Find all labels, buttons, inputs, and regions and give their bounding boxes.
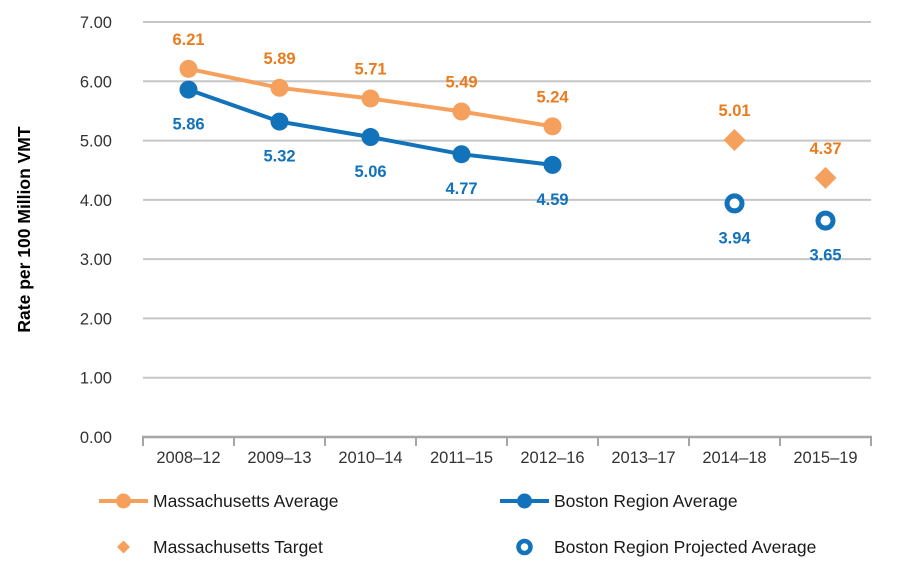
data-point-marker <box>179 59 198 78</box>
data-point-label: 4.77 <box>445 180 477 198</box>
x-tick-label: 2009–13 <box>247 449 311 467</box>
line-circle-marker-icon <box>97 490 150 512</box>
data-point-label: 5.01 <box>718 102 750 120</box>
data-point-label: 5.89 <box>263 50 295 68</box>
data-point-marker <box>361 89 380 108</box>
data-point-marker <box>361 128 380 147</box>
series-massachusetts-average: 6.21 5.89 5.71 5.49 5.24 <box>172 31 569 136</box>
legend-label: Boston Region Average <box>554 490 738 511</box>
legend-open-circle-icon <box>516 538 533 556</box>
y-tick-label: 5.00 <box>80 133 112 151</box>
data-point-marker <box>815 210 836 231</box>
data-point-marker <box>724 193 745 214</box>
data-point-marker <box>270 112 289 131</box>
data-point-marker <box>179 80 198 99</box>
legend-dot-icon <box>116 493 131 509</box>
y-tick-label: 2.00 <box>80 310 112 328</box>
legend-label: Massachusetts Target <box>153 536 323 557</box>
legend-item-massachusetts-average: Massachusetts Average <box>97 488 338 514</box>
data-point-marker <box>270 78 289 97</box>
data-point-label: 5.71 <box>354 60 386 78</box>
y-tick-label: 3.00 <box>80 251 112 269</box>
data-point-marker <box>452 102 471 121</box>
y-tick-label: 7.00 <box>80 14 112 32</box>
series-boston-region-projected-average: 3.94 3.65 <box>718 193 842 265</box>
series-boston-region-average: 5.86 5.32 5.06 4.77 4.59 <box>172 80 569 209</box>
data-point-label: 4.37 <box>809 140 841 158</box>
y-tick-label: 4.00 <box>80 192 112 210</box>
y-tick-label: 6.00 <box>80 73 112 91</box>
legend-dot-icon <box>517 493 532 509</box>
data-point-marker <box>452 145 471 164</box>
x-tick-label: 2015–19 <box>793 449 857 467</box>
x-tick-label: 2014–18 <box>702 449 766 467</box>
line-circle-marker-icon <box>498 490 551 512</box>
data-point-label: 5.49 <box>445 74 477 92</box>
data-point-marker <box>543 117 562 136</box>
data-point-label: 4.59 <box>536 191 568 209</box>
y-axis-title: Rate per 100 Million VMT <box>14 126 34 332</box>
data-point-label: 5.06 <box>354 163 386 181</box>
legend-item-boston-region-projected-average: Boston Region Projected Average <box>498 534 816 560</box>
data-point-label: 3.65 <box>809 247 841 265</box>
legend-label: Boston Region Projected Average <box>554 536 817 557</box>
legend-item-boston-region-average: Boston Region Average <box>498 488 738 514</box>
data-point-marker <box>814 166 837 189</box>
y-tick-label: 1.00 <box>80 370 112 388</box>
data-point-marker <box>543 155 562 174</box>
legend-diamond-icon <box>117 540 130 554</box>
x-axis-tick-labels: 2008–12 2009–13 2010–14 2011–15 2012–16 2013–… <box>156 449 857 467</box>
data-point-label: 5.24 <box>536 88 569 106</box>
legend-label: Massachusetts Average <box>153 490 339 511</box>
y-tick-label: 0.00 <box>80 429 112 447</box>
diamond-marker-icon <box>97 536 150 558</box>
series-massachusetts-target: 5.01 4.37 <box>718 102 842 189</box>
x-tick-label: 2013–17 <box>611 449 675 467</box>
x-tick-label: 2008–12 <box>156 449 220 467</box>
data-point-label: 5.32 <box>263 148 295 166</box>
data-point-label: 3.94 <box>718 229 751 247</box>
y-axis-tick-labels: 0.00 1.00 2.00 3.00 4.00 5.00 6.00 7.00 <box>80 14 112 447</box>
x-tick-label: 2010–14 <box>338 449 402 467</box>
gridlines <box>143 21 871 379</box>
legend-item-massachusetts-target: Massachusetts Target <box>97 534 323 560</box>
data-point-marker <box>723 128 746 151</box>
data-point-label: 5.86 <box>172 116 204 134</box>
x-tick-label: 2012–16 <box>520 449 584 467</box>
x-axis <box>142 435 872 446</box>
data-point-label: 6.21 <box>172 31 204 49</box>
open-circle-marker-icon <box>498 536 551 558</box>
x-tick-label: 2011–15 <box>430 449 493 467</box>
